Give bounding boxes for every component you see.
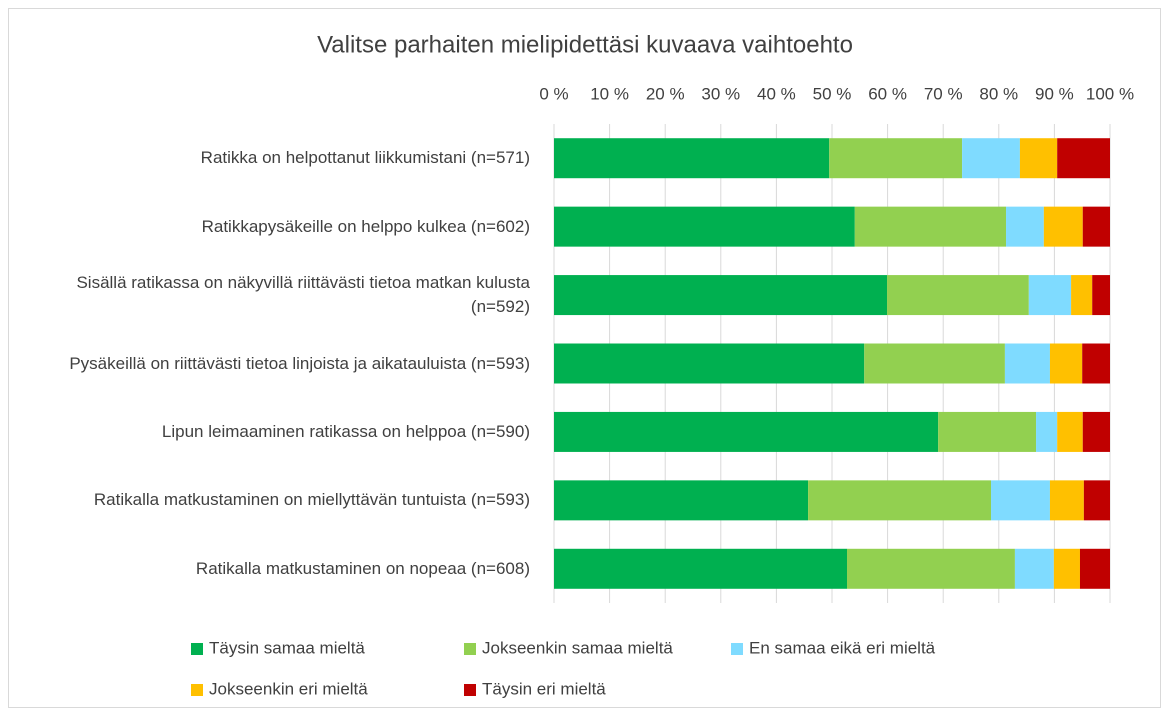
bar-segment [991,480,1050,521]
bar-segment [1004,343,1050,384]
bar-segment [554,411,939,452]
y-tick-label: Ratikka on helpottanut liikkumistani (n=… [200,148,530,168]
bar-segment [1006,206,1044,247]
bar-segment [1036,411,1058,452]
legend-label: Täysin samaa mieltä [209,638,365,657]
legend-swatch [191,684,203,696]
bar-segment [847,548,1015,589]
legend-swatch [464,643,476,655]
bar-segment [1053,548,1080,589]
legend-swatch [731,643,743,655]
bar-segment [554,138,830,179]
legend-label: En samaa eikä eri mieltä [749,638,936,657]
legend-label: Jokseenkin eri mieltä [209,679,368,698]
bar-segment [554,343,865,384]
x-tick-label: 100 % [1086,84,1134,103]
y-tick-label: Ratikkapysäkeille on helppo kulkea (n=60… [201,216,530,236]
bar-segment [554,548,848,589]
x-tick-label: 0 % [539,84,568,103]
legend-label: Jokseenkin samaa mieltä [482,638,673,657]
bar-segment [1082,343,1110,384]
bar-segment [1057,138,1110,179]
x-tick-label: 70 % [924,84,963,103]
y-tick-label: Pysäkeillä on riittävästi tietoa linjois… [69,353,530,373]
bar-segment [1057,411,1083,452]
bar-segment [554,206,855,247]
bar-segment [808,480,992,521]
x-tick-label: 90 % [1035,84,1074,103]
y-tick-label: Sisällä ratikassa on näkyvillä riittäväs… [76,273,530,317]
bar-segment [1082,206,1110,247]
bar-segment [864,343,1005,384]
x-tick-label: 10 % [590,84,629,103]
bar-segment [1049,480,1084,521]
x-tick-label: 20 % [646,84,685,103]
bar-segment [554,480,809,521]
y-tick-label: Ratikalla matkustaminen on nopeaa (n=608… [195,558,530,578]
x-tick-label: 60 % [868,84,907,103]
legend-swatch [464,684,476,696]
legend-label: Täysin eri mieltä [482,679,606,698]
bar-segment [938,411,1037,452]
legend-swatch [191,643,203,655]
x-tick-label: 40 % [757,84,796,103]
bar-segment [1079,548,1110,589]
x-tick-label: 80 % [979,84,1018,103]
bar-segment [1092,275,1110,316]
bar-segment [554,275,888,316]
x-tick-label: 30 % [701,84,740,103]
bar-segment [1014,548,1054,589]
y-tick-label: Ratikalla matkustaminen on miellyttävän … [93,490,530,510]
bar-segment [854,206,1007,247]
chart-title: Valitse parhaiten mielipidettäsi kuvaava… [317,31,853,58]
bar-segment [1043,206,1083,247]
bar-segment [962,138,1020,179]
x-tick-label: 50 % [813,84,852,103]
bar-segment [1019,138,1058,179]
bar-segment [887,275,1029,316]
y-tick-label: Lipun leimaaminen ratikassa on helppoa (… [161,421,530,441]
bar-segment [1071,275,1093,316]
bar-segment [1049,343,1083,384]
bar-segment [829,138,963,179]
bar-segment [1083,480,1110,521]
bar-segment [1028,275,1072,316]
bar-segment [1082,411,1110,452]
